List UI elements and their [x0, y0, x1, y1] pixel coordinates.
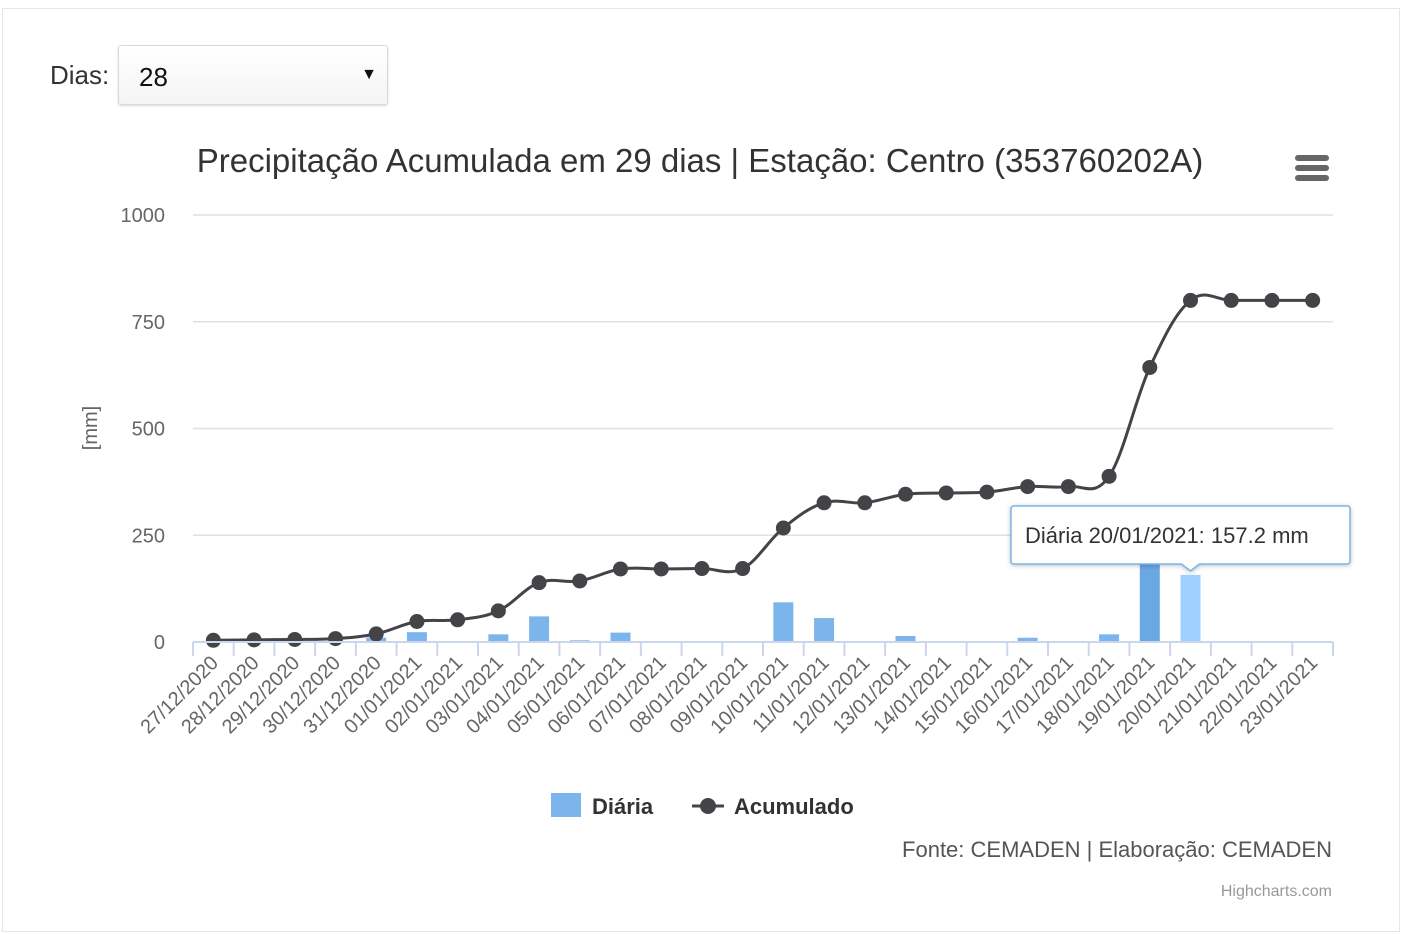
point-acumulado[interactable] — [328, 631, 343, 647]
bar-diaria[interactable] — [529, 616, 550, 642]
point-acumulado[interactable] — [857, 495, 873, 511]
series-acumulado-line — [213, 293, 1313, 642]
point-acumulado[interactable] — [938, 485, 954, 501]
point-acumulado[interactable] — [1060, 479, 1076, 495]
y-tick-label: 750 — [132, 312, 165, 334]
point-acumulado[interactable] — [409, 614, 425, 630]
legend-diaria-swatch — [551, 793, 581, 817]
chart-credits: Fonte: CEMADEN | Elaboração: CEMADEN — [902, 837, 1332, 862]
point-acumulado[interactable] — [1223, 292, 1239, 308]
point-acumulado[interactable] — [694, 561, 710, 577]
days-select[interactable]: 28 ▼ — [118, 45, 388, 105]
point-acumulado[interactable] — [979, 484, 995, 500]
point-acumulado[interactable] — [490, 603, 506, 619]
bar-diaria[interactable] — [488, 634, 509, 642]
bar-diaria[interactable] — [773, 602, 794, 642]
point-acumulado[interactable] — [1142, 359, 1158, 375]
point-acumulado[interactable] — [775, 520, 791, 536]
tooltip-text: Diária 20/01/2021: 157.2 mm — [1025, 523, 1309, 548]
tooltip: Diária 20/01/2021: 157.2 mm — [1010, 505, 1351, 572]
legend-item-acumulado[interactable]: Acumulado — [692, 794, 854, 819]
point-acumulado[interactable] — [368, 626, 384, 642]
point-acumulado[interactable] — [1305, 292, 1321, 308]
y-tick-label: 1000 — [121, 205, 166, 227]
chart-container — [2, 8, 1400, 932]
point-acumulado[interactable] — [735, 561, 751, 577]
point-acumulado[interactable] — [572, 573, 588, 589]
y-axis-label: [mm] — [80, 406, 102, 450]
point-acumulado[interactable] — [450, 612, 466, 628]
bar-diaria[interactable] — [1180, 574, 1201, 642]
bar-diaria[interactable] — [1017, 637, 1038, 642]
point-acumulado[interactable] — [1020, 479, 1036, 495]
chart-title: Precipitação Acumulada em 29 dias | Esta… — [197, 142, 1204, 179]
days-label: Dias: — [50, 60, 110, 90]
legend-acumulado-marker — [700, 798, 716, 814]
tooltip-box — [1010, 505, 1351, 572]
chart-menu-button[interactable] — [1288, 146, 1336, 188]
point-acumulado[interactable] — [653, 561, 669, 577]
bar-diaria[interactable] — [814, 618, 835, 642]
legend: Diária Acumulado — [551, 793, 854, 819]
bar-diaria[interactable] — [406, 632, 427, 642]
days-select-value: 28 — [139, 62, 168, 92]
legend-acumulado-label: Acumulado — [734, 794, 854, 819]
y-axis-tick-labels: 0 250 500 750 1000 — [121, 205, 166, 654]
point-acumulado[interactable] — [205, 632, 221, 648]
bar-diaria[interactable] — [1099, 634, 1120, 642]
point-acumulado[interactable] — [287, 631, 303, 647]
point-acumulado[interactable] — [898, 486, 913, 502]
x-axis-tick-labels: 27/12/202028/12/202029/12/202030/12/2020… — [137, 652, 1323, 738]
x-axis-ticks — [192, 642, 1334, 656]
highcharts-credit-link[interactable]: Highcharts.com — [1221, 883, 1332, 900]
point-acumulado[interactable] — [246, 632, 262, 648]
point-acumulado[interactable] — [531, 575, 547, 591]
point-acumulado[interactable] — [613, 561, 628, 577]
bar-diaria[interactable] — [895, 636, 916, 642]
legend-diaria-label: Diária — [592, 794, 654, 819]
point-acumulado[interactable] — [1101, 468, 1117, 484]
y-tick-label: 0 — [154, 632, 165, 654]
chevron-down-icon: ▼ — [361, 66, 377, 83]
y-tick-label: 250 — [132, 525, 165, 547]
bar-diaria[interactable] — [610, 632, 631, 642]
hamburger-menu-icon — [1295, 155, 1329, 181]
point-acumulado[interactable] — [1264, 292, 1280, 308]
y-tick-label: 500 — [132, 419, 165, 441]
point-acumulado[interactable] — [1183, 292, 1198, 308]
legend-item-diaria[interactable]: Diária — [551, 793, 654, 819]
point-acumulado[interactable] — [816, 495, 832, 511]
grid-lines — [193, 214, 1333, 536]
